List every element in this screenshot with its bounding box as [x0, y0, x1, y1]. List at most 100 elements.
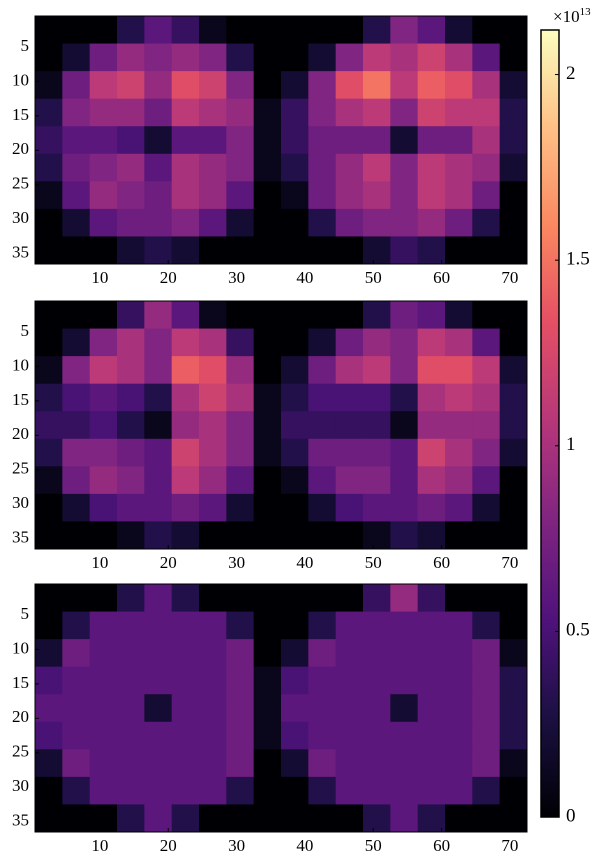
heatmap-cell: [335, 328, 364, 357]
heatmap-cell: [308, 126, 337, 155]
y-tick-label: 25: [12, 742, 29, 761]
heatmap-cell: [335, 383, 364, 412]
heatmap-cell: [363, 584, 391, 613]
heatmap-cell: [62, 611, 91, 640]
heatmap-cell: [253, 639, 282, 668]
heatmap-cell: [417, 749, 446, 778]
heatmap-cell: [417, 208, 446, 237]
heatmap-cell: [35, 43, 63, 72]
heatmap-cell: [417, 776, 446, 805]
heatmap-cell: [62, 153, 91, 182]
heatmap-cell: [499, 749, 528, 778]
heatmap-cell: [89, 749, 118, 778]
heatmap-cell: [281, 411, 309, 440]
heatmap-cell: [62, 584, 91, 613]
heatmap-cell: [308, 71, 337, 100]
heatmap-cell: [308, 804, 337, 833]
heatmap-cell: [417, 16, 446, 45]
heatmap-cell: [390, 493, 419, 522]
heatmap-cell: [89, 126, 118, 155]
heatmap-cell: [335, 521, 364, 550]
heatmap-cell: [335, 776, 364, 805]
heatmap-cell: [117, 639, 145, 668]
heatmap-cell: [117, 181, 145, 210]
heatmap-cell: [499, 639, 528, 668]
heatmap-cell: [335, 466, 364, 495]
x-tick-label: 30: [228, 268, 245, 287]
heatmap-cell: [89, 493, 118, 522]
heatmap-cell: [308, 356, 337, 385]
heatmap-cell: [35, 666, 63, 695]
heatmap-cell: [472, 411, 501, 440]
heatmap-cell: [117, 721, 145, 750]
x-tick-label: 70: [501, 836, 518, 853]
heatmap-cell: [417, 301, 446, 330]
heatmap-cell: [363, 43, 391, 72]
heatmap-cell: [144, 639, 173, 668]
heatmap-cell: [472, 356, 501, 385]
heatmap-cell: [445, 776, 473, 805]
heatmap-cell: [335, 493, 364, 522]
heatmap-cell: [35, 411, 63, 440]
heatmap-cell: [363, 16, 391, 45]
heatmap-cell: [117, 236, 145, 265]
heatmap-cell: [62, 208, 91, 237]
heatmap-cell: [417, 521, 446, 550]
heatmap-cell: [62, 411, 91, 440]
heatmap-cell: [89, 666, 118, 695]
heatmap-cell: [89, 236, 118, 265]
x-tick-label: 70: [501, 268, 518, 287]
heatmap-cell: [308, 776, 337, 805]
heatmap-cell: [171, 721, 200, 750]
heatmap-cell: [363, 776, 391, 805]
heatmap-cell: [35, 721, 63, 750]
heatmap-cell: [199, 16, 227, 45]
heatmap-cell: [253, 98, 282, 127]
heatmap-cell: [62, 639, 91, 668]
colorbar-tick-label: 2: [566, 63, 576, 84]
heatmap-cell: [226, 208, 255, 237]
heatmap-cell: [363, 466, 391, 495]
heatmap-cell: [445, 236, 473, 265]
heatmap-cell: [363, 411, 391, 440]
heatmap-cell: [472, 749, 501, 778]
heatmap-cell: [445, 721, 473, 750]
heatmap-cell: [144, 749, 173, 778]
heatmap-cell: [35, 181, 63, 210]
heatmap-cell: [281, 301, 309, 330]
heatmap-cell: [171, 584, 200, 613]
heatmap-cell: [226, 328, 255, 357]
heatmap-cell: [417, 236, 446, 265]
heatmap-cell: [117, 153, 145, 182]
heatmap-cell: [281, 666, 309, 695]
heatmap-cell: [144, 208, 173, 237]
heatmap-cell: [363, 126, 391, 155]
heatmap-cell: [308, 721, 337, 750]
heatmap-cell: [62, 328, 91, 357]
heatmap-cell: [335, 438, 364, 467]
heatmap-cell: [144, 438, 173, 467]
plot-frame: [34, 15, 528, 265]
heatmap-cell: [417, 43, 446, 72]
heatmap-cell: [417, 153, 446, 182]
heatmap-cell: [117, 749, 145, 778]
heatmap-cell: [499, 208, 528, 237]
heatmap-cell: [35, 521, 63, 550]
heatmap-cell: [445, 126, 473, 155]
heatmap-cell: [390, 43, 419, 72]
heatmap-cell: [89, 521, 118, 550]
heatmap-cell: [335, 126, 364, 155]
heatmap-cell: [199, 721, 227, 750]
heatmap-cell: [390, 71, 419, 100]
heatmap-cell: [35, 694, 63, 723]
heatmap-cell: [445, 521, 473, 550]
heatmap-cell: [253, 411, 282, 440]
heatmap-cell: [171, 411, 200, 440]
heatmap-cell: [363, 98, 391, 127]
heatmap-cell: [144, 666, 173, 695]
heatmap-cell: [417, 411, 446, 440]
heatmap-cell: [281, 804, 309, 833]
heatmap-cell: [171, 521, 200, 550]
heatmap-cell: [499, 438, 528, 467]
heatmap-cell: [199, 666, 227, 695]
